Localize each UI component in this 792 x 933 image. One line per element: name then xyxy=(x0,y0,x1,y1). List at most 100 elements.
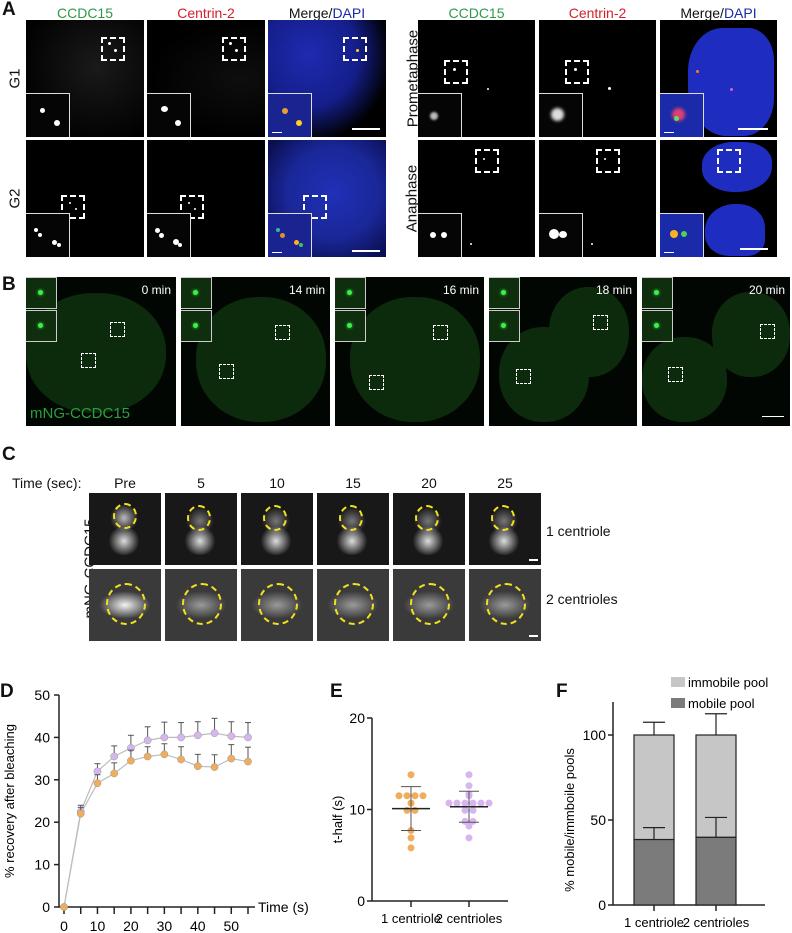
condition-label-2-centrioles: 2 centrioles xyxy=(546,591,618,607)
inset-zoom xyxy=(26,310,57,342)
condition-label-1-centriole: 1 centriole xyxy=(546,523,611,539)
frap-image-2-centrioles xyxy=(469,569,541,641)
panel-label-a: A xyxy=(2,0,16,20)
svg-text:50: 50 xyxy=(223,918,239,933)
time-header: Time (sec): xyxy=(12,475,82,491)
roi-box xyxy=(565,60,589,84)
roi-box xyxy=(101,37,125,61)
inset-zoom xyxy=(489,310,520,342)
roi-box xyxy=(668,367,683,382)
panel-label-f: F xyxy=(556,681,568,702)
roi-box xyxy=(516,369,531,384)
svg-text:30: 30 xyxy=(34,772,50,788)
dapi-text: DAPI xyxy=(723,5,757,21)
timepoint-header: 20 xyxy=(421,475,437,491)
roi-box xyxy=(593,315,608,330)
roi-box xyxy=(180,195,204,219)
scale-bar xyxy=(762,416,784,417)
svg-text:100: 100 xyxy=(583,727,607,743)
timepoint-header: 5 xyxy=(197,475,205,491)
timepoint-header: 15 xyxy=(345,475,361,491)
scale-bar xyxy=(740,248,768,250)
timestamp: 16 min xyxy=(442,283,479,297)
panel-label-c: C xyxy=(2,444,16,465)
image-g2-centrin xyxy=(147,140,265,257)
frap-image-2-centrioles xyxy=(317,569,389,641)
inset-zoom xyxy=(181,277,212,309)
svg-text:% mobile/immboile pools: % mobile/immboile pools xyxy=(562,748,577,892)
frap-image-1-centriole xyxy=(393,493,465,565)
header-merge-left: Merge/DAPI xyxy=(268,5,386,21)
svg-text:t-half (s): t-half (s) xyxy=(330,796,345,844)
timelapse-frame-14: 14 min xyxy=(181,277,330,426)
inset-zoom xyxy=(335,310,366,342)
inset-zoom xyxy=(26,93,70,137)
inset-zoom xyxy=(181,310,212,342)
svg-text:20: 20 xyxy=(123,918,139,933)
image-prometaphase-merge xyxy=(660,20,777,137)
image-g1-merge xyxy=(268,20,386,137)
frap-image-1-centriole xyxy=(89,493,161,565)
frap-image-1-centriole xyxy=(241,493,313,565)
centriole-spot xyxy=(229,42,232,45)
frap-image-1-centriole xyxy=(469,493,541,565)
merge-text: Merge/ xyxy=(288,5,333,21)
inset-zoom xyxy=(147,93,191,137)
frap-image-2-centrioles xyxy=(165,569,237,641)
header-ccdc15-left: CCDC15 xyxy=(56,5,113,21)
svg-text:0: 0 xyxy=(60,918,68,933)
roi-box xyxy=(760,324,775,339)
inset-zoom xyxy=(268,93,312,137)
inset-zoom xyxy=(268,213,312,257)
dapi-text: DAPI xyxy=(332,5,366,21)
scale-bar xyxy=(738,128,768,130)
roi-box xyxy=(717,149,741,173)
svg-text:0: 0 xyxy=(42,899,50,915)
inset-zoom xyxy=(418,213,462,257)
frap-image-1-centriole xyxy=(165,493,237,565)
inset-zoom xyxy=(660,213,704,257)
header-centrin-right: Centrin-2 xyxy=(568,5,627,21)
image-g2-merge xyxy=(268,140,386,257)
svg-text:20: 20 xyxy=(349,710,365,726)
inset-zoom xyxy=(418,93,462,137)
row-label-g2: G2 xyxy=(6,188,24,209)
centriole-spot xyxy=(235,49,238,52)
svg-text:50: 50 xyxy=(590,812,606,828)
scale-bar xyxy=(352,128,380,130)
timestamp: 0 min xyxy=(141,283,171,297)
timestamp: 20 min xyxy=(748,283,785,297)
inset-zoom xyxy=(335,277,366,309)
svg-text:40: 40 xyxy=(190,918,206,933)
roi-box xyxy=(61,195,85,219)
frap-image-2-centrioles xyxy=(393,569,465,641)
timelapse-frame-0: 0 min mNG-CCDC15 xyxy=(26,277,176,426)
timepoint-header: Pre xyxy=(114,475,136,491)
timelapse-frame-20: 20 min xyxy=(642,277,790,426)
frap-image-2-centrioles xyxy=(241,569,313,641)
svg-text:1 centriole: 1 centriole xyxy=(381,911,441,926)
inset-zoom xyxy=(660,93,704,137)
inset-zoom xyxy=(539,213,583,257)
chart-d-recovery: 0 10 20 30 40 50 0 10 20 30 40 50 Time (s) % recovery… xyxy=(2,687,309,933)
timelapse-frame-18: 18 min xyxy=(489,277,637,426)
svg-text:2 centrioles: 2 centrioles xyxy=(436,911,503,926)
roi-box xyxy=(303,195,327,219)
timestamp: 18 min xyxy=(595,283,632,297)
frap-image-2-centrioles xyxy=(89,569,161,641)
svg-text:10: 10 xyxy=(349,802,365,818)
header-centrin-left: Centrin-2 xyxy=(177,5,235,21)
svg-text:10: 10 xyxy=(34,857,50,873)
inset-zoom xyxy=(539,93,583,137)
roi-box xyxy=(596,149,620,173)
inset-zoom xyxy=(642,277,673,309)
roi-box xyxy=(343,37,367,61)
svg-text:10: 10 xyxy=(90,918,106,933)
roi-box xyxy=(275,325,290,340)
inset-zoom xyxy=(489,277,520,309)
svg-text:2 centrioles: 2 centrioles xyxy=(683,915,750,930)
image-g2-ccdc15 xyxy=(26,140,144,257)
panel-label-b: B xyxy=(2,274,16,295)
